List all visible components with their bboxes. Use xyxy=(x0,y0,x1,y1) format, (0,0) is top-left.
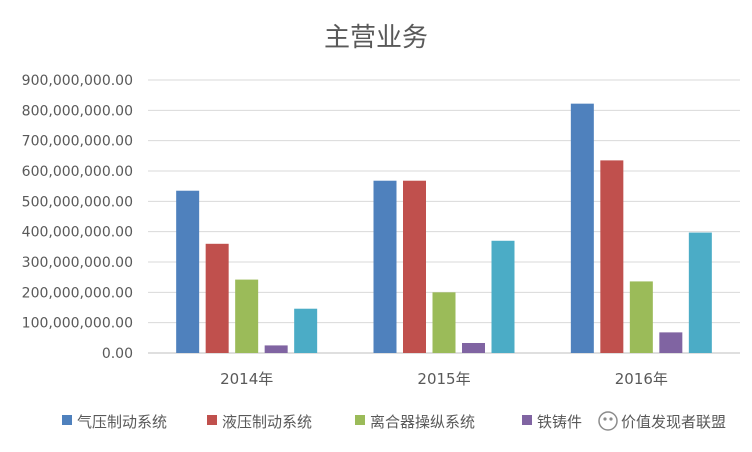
bar xyxy=(629,281,653,353)
bar xyxy=(688,232,712,353)
bar xyxy=(176,190,200,353)
watermark: 价值发现者联盟 xyxy=(598,411,726,431)
x-tick-label: 2015年 xyxy=(417,370,470,388)
y-axis-ticks: 0.00 100,000,000.00 200,000,000.00 300,000,… xyxy=(22,73,133,362)
y-tick-label: 500,000,000.00 xyxy=(22,194,133,210)
watermark-icon xyxy=(598,411,618,431)
watermark-icon-dot xyxy=(603,417,607,421)
y-tick-label: 100,000,000.00 xyxy=(22,316,133,332)
bar xyxy=(432,292,456,353)
bar xyxy=(264,345,288,353)
bar xyxy=(659,332,683,353)
legend-swatch xyxy=(355,415,365,425)
legend-swatch xyxy=(62,415,72,425)
bar xyxy=(403,180,426,353)
legend-label: 液压制动系统 xyxy=(222,413,312,431)
bar xyxy=(373,180,397,353)
bar xyxy=(462,342,485,353)
y-tick-label: 800,000,000.00 xyxy=(22,103,133,119)
bar xyxy=(205,243,229,353)
y-tick-label: 600,000,000.00 xyxy=(22,164,133,180)
chart-title: 主营业务 xyxy=(324,23,428,53)
y-tick-label: 0.00 xyxy=(102,346,133,362)
bar xyxy=(235,279,259,353)
legend-label: 气压制动系统 xyxy=(77,413,167,431)
x-axis-ticks: 2014年 2015年 2016年 xyxy=(220,370,668,388)
y-tick-label: 700,000,000.00 xyxy=(22,134,133,150)
y-tick-label: 200,000,000.00 xyxy=(22,285,133,301)
watermark-text: 价值发现者联盟 xyxy=(621,413,726,431)
legend: 气压制动系统 液压制动系统 离合器操纵系统 铁铸件 xyxy=(62,413,582,431)
bar xyxy=(570,103,594,353)
bar xyxy=(294,308,318,353)
y-tick-label: 400,000,000.00 xyxy=(22,225,133,241)
bar xyxy=(491,240,515,353)
watermark-icon-dot xyxy=(609,417,613,421)
legend-label: 铁铸件 xyxy=(537,413,582,431)
bar xyxy=(600,160,624,353)
x-tick-label: 2014年 xyxy=(220,370,273,388)
bars xyxy=(176,103,712,353)
y-tick-label: 300,000,000.00 xyxy=(22,255,133,271)
x-tick-label: 2016年 xyxy=(615,370,668,388)
legend-swatch xyxy=(522,415,532,425)
legend-label: 离合器操纵系统 xyxy=(370,413,475,431)
y-tick-label: 900,000,000.00 xyxy=(22,73,133,89)
legend-swatch xyxy=(207,415,217,425)
